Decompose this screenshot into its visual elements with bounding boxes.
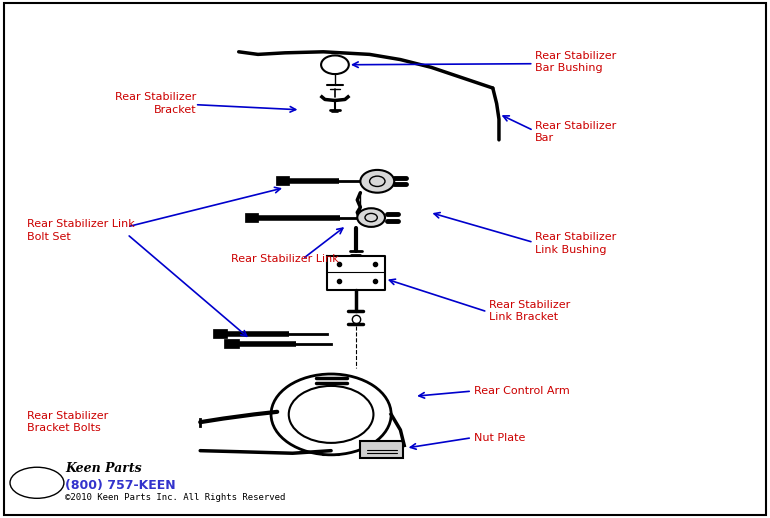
Text: Keen Parts: Keen Parts xyxy=(65,462,142,476)
Text: Rear Stabilizer
Bar: Rear Stabilizer Bar xyxy=(535,121,617,143)
Circle shape xyxy=(357,208,385,227)
Text: Rear Stabilizer
Link Bracket: Rear Stabilizer Link Bracket xyxy=(489,299,571,322)
Text: Nut Plate: Nut Plate xyxy=(474,433,525,443)
Text: (800) 757-KEEN: (800) 757-KEEN xyxy=(65,479,176,493)
Text: Rear Stabilizer Link
Bolt Set: Rear Stabilizer Link Bolt Set xyxy=(27,219,135,242)
Text: Rear Stabilizer
Bar Bushing: Rear Stabilizer Bar Bushing xyxy=(535,51,617,74)
FancyBboxPatch shape xyxy=(360,441,403,458)
Text: Rear Stabilizer
Bracket: Rear Stabilizer Bracket xyxy=(115,92,196,115)
Text: Rear Stabilizer
Link Bushing: Rear Stabilizer Link Bushing xyxy=(535,232,617,255)
Circle shape xyxy=(360,170,394,193)
Text: Rear Stabilizer Link: Rear Stabilizer Link xyxy=(231,254,339,264)
Text: Rear Stabilizer
Bracket Bolts: Rear Stabilizer Bracket Bolts xyxy=(27,411,109,434)
Text: Rear Control Arm: Rear Control Arm xyxy=(474,386,569,396)
Text: ©2010 Keen Parts Inc. All Rights Reserved: ©2010 Keen Parts Inc. All Rights Reserve… xyxy=(65,493,286,502)
